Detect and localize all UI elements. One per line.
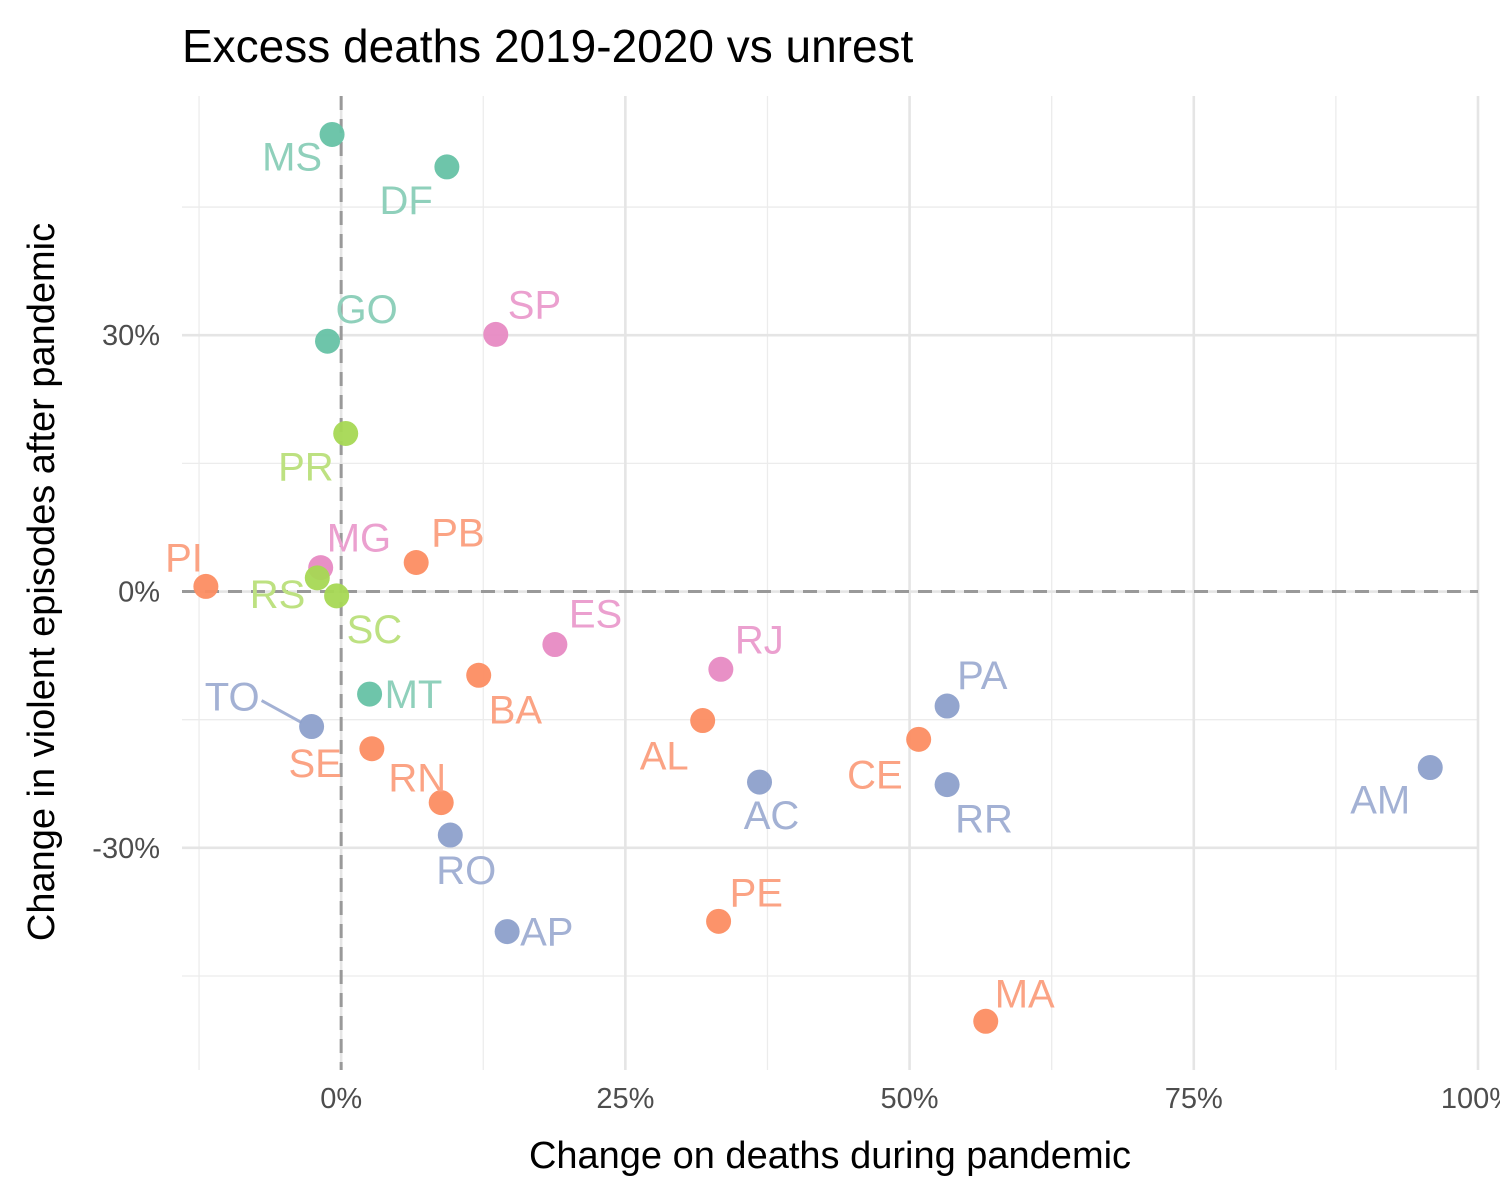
point-label: RJ: [735, 618, 784, 662]
data-point: [333, 420, 359, 446]
point-label: PE: [730, 871, 783, 915]
data-point: [934, 693, 960, 719]
point-label: SC: [347, 608, 403, 652]
reference-lines: [182, 96, 1478, 1070]
y-tick-label: 0%: [118, 577, 160, 609]
point-label: TO: [205, 676, 260, 720]
point-label: PI: [165, 536, 203, 580]
data-point: [934, 772, 960, 798]
point-label: MT: [385, 673, 443, 717]
point-label: MS: [262, 135, 322, 179]
point-label: MA: [995, 972, 1055, 1016]
point-label: GO: [336, 288, 398, 332]
data-point: [542, 632, 568, 658]
point-label: SP: [508, 283, 561, 327]
point-label: MG: [327, 517, 391, 561]
chart-title: Excess deaths 2019-2020 vs unrest: [182, 20, 914, 72]
data-point: [437, 822, 463, 848]
x-tick-label: 75%: [1165, 1083, 1223, 1115]
data-point: [494, 919, 520, 945]
data-point: [690, 708, 716, 734]
data-points: [193, 121, 1443, 1034]
point-labels: MS DF GO SP PR MG PB PI RS SC ES RJ MT BA TO SE AL PA CE AC…: [165, 135, 1410, 1016]
data-point: [324, 583, 350, 609]
point-label: CE: [847, 753, 903, 797]
data-point: [357, 681, 383, 707]
y-axis-ticks: 30% 0% -30%: [92, 320, 160, 865]
data-point: [466, 662, 492, 688]
data-point: [973, 1008, 999, 1034]
point-label: PB: [431, 511, 484, 555]
point-label: BA: [489, 688, 543, 732]
point-label: AM: [1350, 779, 1410, 823]
point-label: RN: [388, 757, 446, 801]
data-point: [747, 769, 773, 795]
data-point: [428, 790, 454, 816]
data-point: [483, 321, 509, 347]
point-label: RO: [436, 849, 496, 893]
point-label: SE: [288, 742, 341, 786]
point-label: PR: [278, 445, 334, 489]
y-axis-title: Change in violent episodes after pandemi…: [21, 223, 63, 941]
y-tick-label: -30%: [92, 833, 160, 865]
data-point: [706, 908, 732, 934]
point-label: ES: [569, 593, 622, 637]
data-point: [359, 736, 385, 762]
data-point: [315, 328, 341, 354]
x-tick-label: 100%: [1441, 1083, 1500, 1115]
x-axis-ticks: 0% 25% 50% 75% 100%: [320, 1083, 1500, 1115]
data-point: [193, 573, 219, 599]
data-point: [299, 714, 325, 740]
label-leader-lines: [260, 699, 303, 724]
data-point: [403, 549, 429, 575]
grid: [182, 96, 1480, 1070]
label-leader-line: [260, 699, 303, 724]
data-point: [319, 121, 345, 147]
point-label: AL: [640, 735, 689, 779]
point-label: RS: [250, 573, 306, 617]
point-label: DF: [380, 179, 433, 223]
data-point: [1417, 755, 1443, 781]
x-tick-label: 25%: [596, 1083, 654, 1115]
data-point: [708, 656, 734, 682]
point-label: AC: [744, 794, 800, 838]
point-label: AP: [520, 911, 573, 955]
data-point: [906, 726, 932, 752]
x-tick-label: 50%: [881, 1083, 939, 1115]
y-tick-label: 30%: [102, 320, 160, 352]
data-point: [304, 565, 330, 591]
point-label: PA: [957, 654, 1008, 698]
x-axis-title: Change on deaths during pandemic: [529, 1135, 1131, 1177]
x-tick-label: 0%: [320, 1083, 362, 1115]
point-label: RR: [955, 798, 1013, 842]
data-point: [434, 154, 460, 180]
